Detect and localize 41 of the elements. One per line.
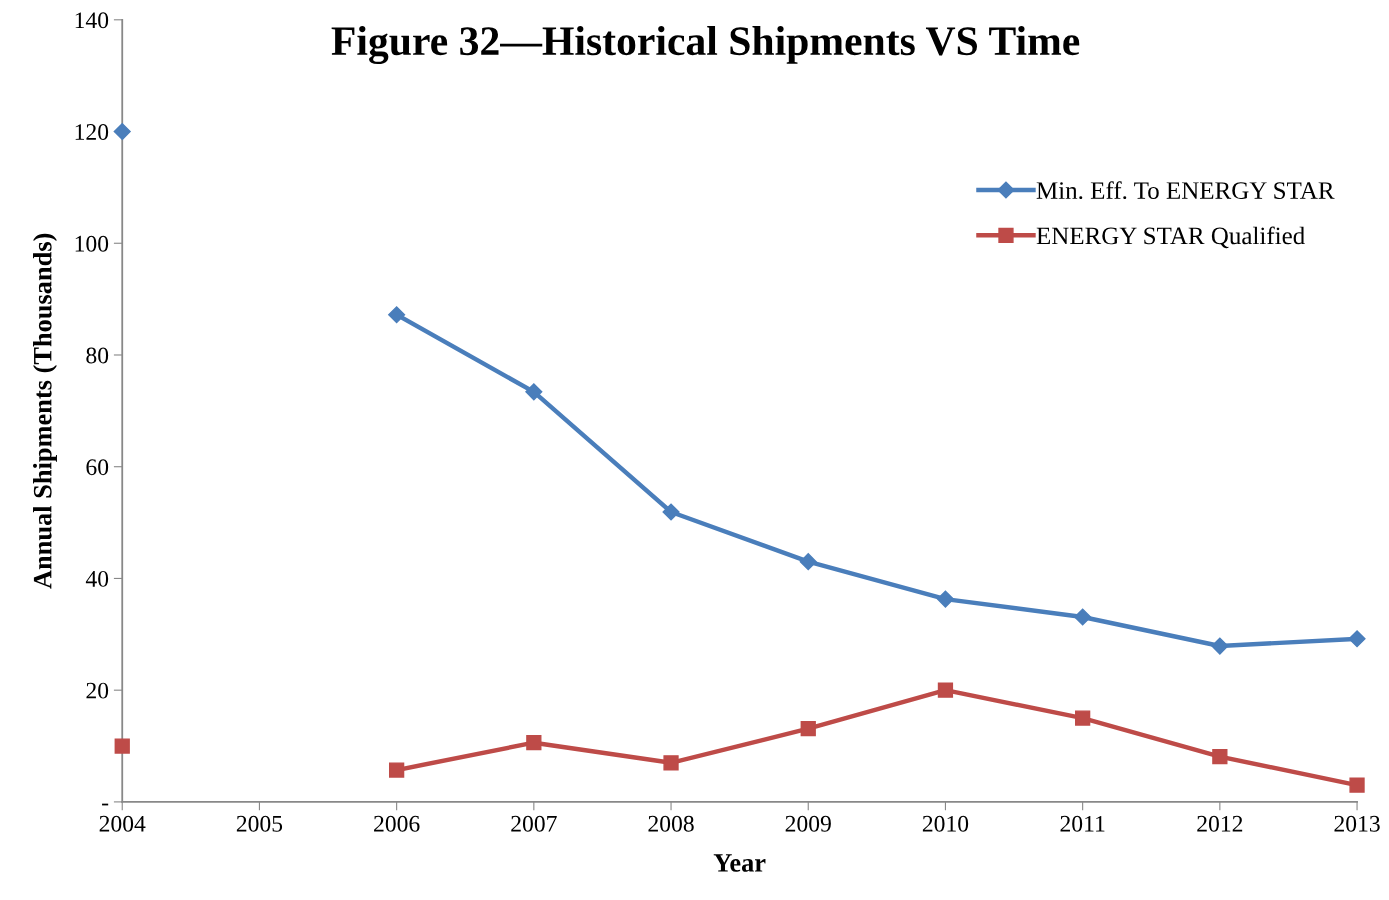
x-axis-title: Year bbox=[713, 854, 766, 872]
legend-label: ENERGY STAR Qualified bbox=[1036, 226, 1305, 249]
point bbox=[1075, 710, 1091, 726]
point bbox=[113, 122, 131, 141]
point bbox=[114, 738, 130, 754]
point bbox=[526, 735, 542, 751]
point bbox=[388, 762, 405, 778]
y-tick-label: 20 bbox=[86, 682, 109, 699]
x-tick-label: 2013 bbox=[1334, 815, 1380, 832]
x-tick-label: 2011 bbox=[1060, 815, 1105, 832]
point bbox=[800, 721, 816, 737]
point bbox=[937, 682, 954, 698]
x-tick-label: 2007 bbox=[511, 815, 557, 832]
legend-label: Min. Eff. To ENERGY STAR bbox=[1036, 181, 1335, 200]
point bbox=[936, 590, 954, 608]
x-tick-label: 2006 bbox=[374, 815, 420, 832]
x-tick-label: 2008 bbox=[648, 815, 694, 832]
y-tick-label: 120 bbox=[75, 124, 109, 140]
point bbox=[1211, 637, 1229, 655]
point bbox=[662, 503, 680, 521]
point bbox=[1348, 630, 1366, 648]
point bbox=[388, 306, 406, 324]
point bbox=[663, 755, 679, 771]
y-tick-label: 80 bbox=[86, 347, 109, 364]
chart-title: Figure 32—Historical Shipments VS Time bbox=[331, 25, 1080, 65]
x-tick-label: 2005 bbox=[236, 815, 283, 832]
point bbox=[525, 383, 543, 401]
y-tick-label: 60 bbox=[86, 459, 109, 476]
point bbox=[1349, 777, 1365, 793]
y-tick-label: 140 bbox=[75, 12, 109, 29]
y-tick-label: - bbox=[102, 803, 109, 806]
x-tick-label: 2004 bbox=[99, 815, 146, 832]
y-tick-label: 40 bbox=[85, 570, 109, 587]
point bbox=[799, 553, 817, 571]
y-axis-title: Annual Shipments (Thousands) bbox=[33, 233, 57, 589]
y-tick-label: 100 bbox=[75, 235, 109, 252]
x-tick-label: 2010 bbox=[922, 815, 969, 832]
x-tick-label: 2009 bbox=[785, 815, 831, 832]
point bbox=[1074, 608, 1092, 626]
x-tick-label: 2012 bbox=[1197, 815, 1243, 832]
point bbox=[1212, 749, 1228, 765]
